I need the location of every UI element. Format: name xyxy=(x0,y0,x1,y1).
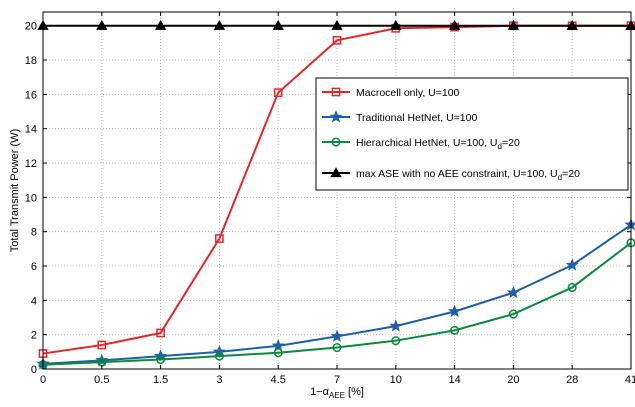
legend-label-suffix: =20 xyxy=(562,168,580,180)
legend-label-text: Macrocell only, U=100 xyxy=(356,87,460,99)
legend-label: max ASE with no AEE constraint, U=100, U… xyxy=(356,168,580,182)
data-point-square xyxy=(331,87,341,97)
y-tick-label: 2 xyxy=(31,330,37,342)
y-axis-label: Total Transmit Power (W) xyxy=(9,129,21,252)
y-tick-label: 16 xyxy=(25,89,37,101)
data-point-circle xyxy=(332,342,342,353)
series-star xyxy=(36,218,635,370)
legend-label-text: Traditional HetNet, U=100 xyxy=(356,112,477,124)
legend-label-text: Hierarchical HetNet, U=100, U xyxy=(356,137,498,149)
data-point-circle xyxy=(156,355,166,365)
x-axis-label: 1−αAEE [%] xyxy=(310,386,364,400)
y-tick-label: 4 xyxy=(31,295,37,307)
data-point-triangle xyxy=(330,167,342,178)
y-tick-label: 6 xyxy=(31,261,37,273)
data-point-square xyxy=(97,340,107,350)
y-tick-label: 10 xyxy=(25,192,37,204)
legend-label: Macrocell only, U=100 xyxy=(356,87,460,99)
data-point-star xyxy=(329,110,343,123)
x-tick-label: 3 xyxy=(216,374,222,386)
legend-label: Traditional HetNet, U=100 xyxy=(356,112,477,124)
x-tick-label: 20 xyxy=(507,374,519,386)
x-tick-label: 28 xyxy=(566,374,578,386)
data-point-circle xyxy=(508,309,518,319)
data-point-triangle xyxy=(272,19,284,30)
data-point-square xyxy=(332,35,342,45)
data-point-circle xyxy=(331,137,341,147)
x-axis-label-sub: AEE xyxy=(329,391,345,400)
legend: Macrocell only, U=100 Traditional HetNet,… xyxy=(315,77,629,191)
x-tick-label: 0.5 xyxy=(94,374,109,386)
series-line xyxy=(42,242,632,366)
x-axis-label-unit: [%] xyxy=(345,386,364,398)
x-tick-label: 7 xyxy=(334,374,340,386)
data-point-circle xyxy=(214,351,224,361)
data-point-star xyxy=(330,329,344,342)
x-tick-label: 0 xyxy=(40,374,46,386)
y-tick-label: 18 xyxy=(25,55,37,67)
y-tick-label: 8 xyxy=(31,227,37,239)
y-tick-label: 14 xyxy=(25,124,37,136)
data-point-triangle xyxy=(96,19,108,30)
data-point-circle xyxy=(450,325,460,335)
data-point-triangle xyxy=(331,19,343,30)
data-point-square xyxy=(156,328,165,338)
data-point-triangle xyxy=(213,19,226,30)
series-triangle xyxy=(37,19,635,30)
legend-label: Hierarchical HetNet, U=100, Ud=20 xyxy=(356,137,520,151)
x-tick-label: 10 xyxy=(390,374,402,386)
legend-label-subscript: d xyxy=(558,173,562,182)
legend-label-text: max ASE with no AEE constraint, U=100, U xyxy=(356,168,558,180)
x-tick-label: 1.5 xyxy=(153,374,168,386)
data-point-circle xyxy=(273,348,283,358)
legend-box xyxy=(315,77,629,191)
data-point-star xyxy=(389,319,403,332)
y-tick-label: 0 xyxy=(31,364,37,376)
data-point-star xyxy=(212,345,226,358)
data-point-star xyxy=(506,285,520,299)
data-point-triangle xyxy=(448,19,461,30)
x-axis-label-main: 1−α xyxy=(310,386,330,398)
data-point-star xyxy=(565,258,579,271)
data-point-triangle xyxy=(154,19,167,30)
data-point-square xyxy=(273,88,283,98)
data-point-square xyxy=(215,234,224,243)
x-tick-label: 14 xyxy=(448,374,460,386)
data-point-triangle xyxy=(390,19,402,30)
legend-label-subscript: d xyxy=(498,142,502,151)
data-point-star xyxy=(448,304,462,318)
series-group xyxy=(36,19,635,370)
data-point-circle xyxy=(391,336,401,346)
x-tick-label: 41 xyxy=(625,374,635,386)
legend-label-suffix: =20 xyxy=(502,137,520,149)
data-point-triangle xyxy=(566,19,578,30)
data-point-triangle xyxy=(507,19,520,30)
y-tick-label: 12 xyxy=(25,158,37,170)
x-tick-label: 4.5 xyxy=(271,374,286,386)
axis-ticks: 0 0.5 1.5 3 4.5 7 10 14 20 28 41 0 2 4 6 8 10 12 14 16 18 20 xyxy=(25,12,635,386)
data-point-circle xyxy=(567,282,577,293)
y-tick-label: 20 xyxy=(25,21,37,33)
